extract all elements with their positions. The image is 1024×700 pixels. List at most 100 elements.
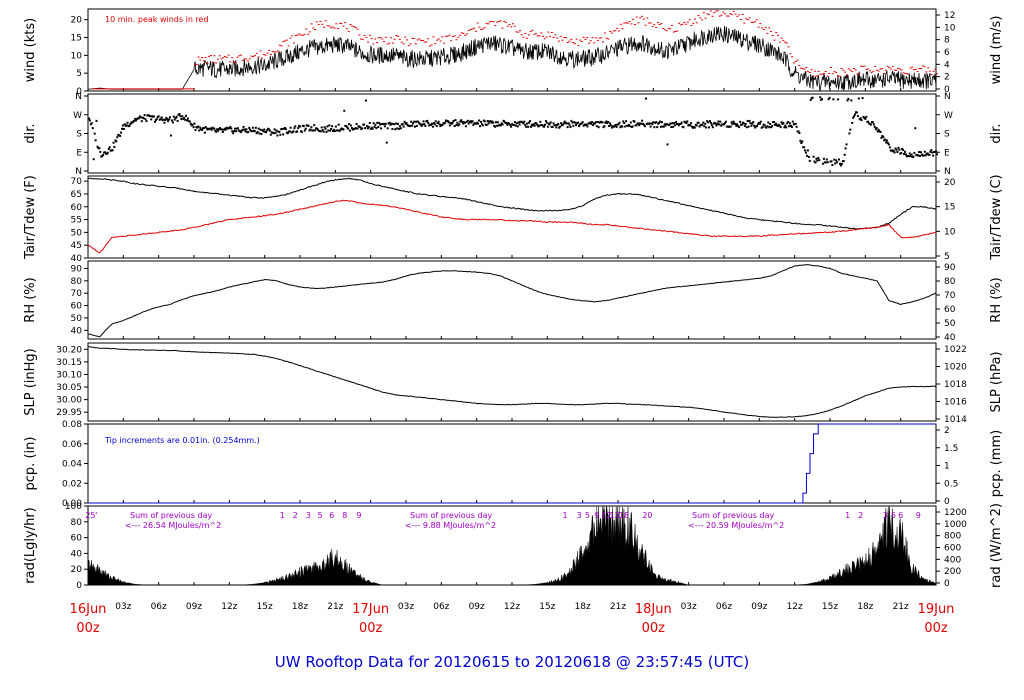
peak-mark [351,25,354,27]
y-tick-label-right: 1022 [944,345,967,355]
dir-point [555,126,558,129]
dir-point [619,126,622,129]
y-tick-label-right: N [944,167,951,177]
peak-mark [798,64,801,66]
dir-point [361,127,364,130]
dir-point [345,125,348,127]
peak-mark [868,70,871,72]
dir-point [157,115,160,118]
dir-point [140,120,143,123]
dir-point [658,122,660,124]
peak-mark [331,26,334,28]
dir-point [701,123,704,126]
y-tick-label-right: S [944,130,950,140]
dir-point [390,122,393,125]
dir-point [745,126,748,129]
dir-point [894,147,897,150]
dir-point [137,117,140,120]
peak-mark [676,30,679,32]
peak-mark [619,23,622,25]
dir-point [343,109,346,112]
panel-rh: 40 50 60 70 80 90 40 50 60 70 80 90 RH (%) RH (%) [23,260,1004,343]
dir-point [686,120,689,123]
dir-point [895,148,898,151]
dir-point [422,120,425,123]
dir-point [385,141,388,144]
peak-mark [232,61,235,63]
peak-mark [547,31,550,33]
series-line-slp [87,346,937,418]
peak-mark [432,36,435,38]
peak-mark [769,31,772,32]
peak-mark [575,38,578,40]
y-tick-label-right: 2 [944,73,950,83]
dir-point [279,133,282,136]
peak-mark [600,37,603,39]
peak-mark [457,36,460,38]
y-tick-label-left: 80 [71,518,83,528]
panel-frame [87,505,937,586]
y-tick-label-left: 0.00 [62,499,82,509]
dir-point [597,126,600,129]
panel-radiation: 020406080100020040060080010001200rad(Lgl… [23,502,1004,591]
dir-point [833,158,836,161]
peak-mark [913,69,915,71]
peak-mark [436,39,438,41]
dir-point [608,125,611,127]
peak-mark [490,21,493,23]
dir-point [586,125,589,128]
peak-mark [266,52,269,54]
dir-point [233,130,236,133]
dir-point [847,97,850,100]
peak-mark [308,31,311,33]
y-axis-label-right: RH (%) [989,277,1004,322]
y-tick-label-left: 0 [76,581,82,591]
peak-mark [854,69,857,71]
peak-mark [573,43,576,45]
peak-mark [618,30,620,32]
peak-mark [655,26,658,28]
dir-point [880,136,883,139]
dir-point [528,121,530,124]
peak-mark [444,35,447,37]
dir-point [399,127,402,130]
dir-point [617,123,620,126]
dir-point [259,128,262,131]
dir-point [527,125,530,128]
dir-point [689,124,692,127]
peak-mark [556,37,559,39]
dir-point [447,120,449,123]
dir-point [874,128,877,131]
dir-point [405,122,408,125]
dir-point [448,124,451,127]
dir-point [735,124,738,127]
peak-mark [469,28,472,30]
y-tick-label-right: 50 [944,319,956,329]
x-tick-label: 18z [857,602,873,612]
dir-point [629,121,632,124]
peak-mark [794,61,797,62]
dir-point [181,115,184,118]
dir-point [376,121,379,124]
dir-point [818,159,821,162]
peak-mark [202,60,205,62]
dir-point [441,124,444,126]
y-tick-label-left: 40 [71,326,83,336]
dir-point [186,117,189,120]
dir-point [213,127,216,130]
dir-point [128,124,131,127]
dir-point [549,121,552,124]
peak-mark [278,44,281,46]
peak-mark [796,59,799,61]
dir-point [932,154,935,157]
rad-sum-label: Sum of previous day [692,511,774,520]
dir-point [235,130,237,133]
dir-point [284,127,286,129]
peak-mark [669,28,672,30]
dir-point [552,122,555,125]
dir-point [174,117,177,120]
peak-mark [466,33,469,35]
peak-mark [603,32,606,34]
dir-point [365,99,367,102]
dir-point [433,123,436,126]
